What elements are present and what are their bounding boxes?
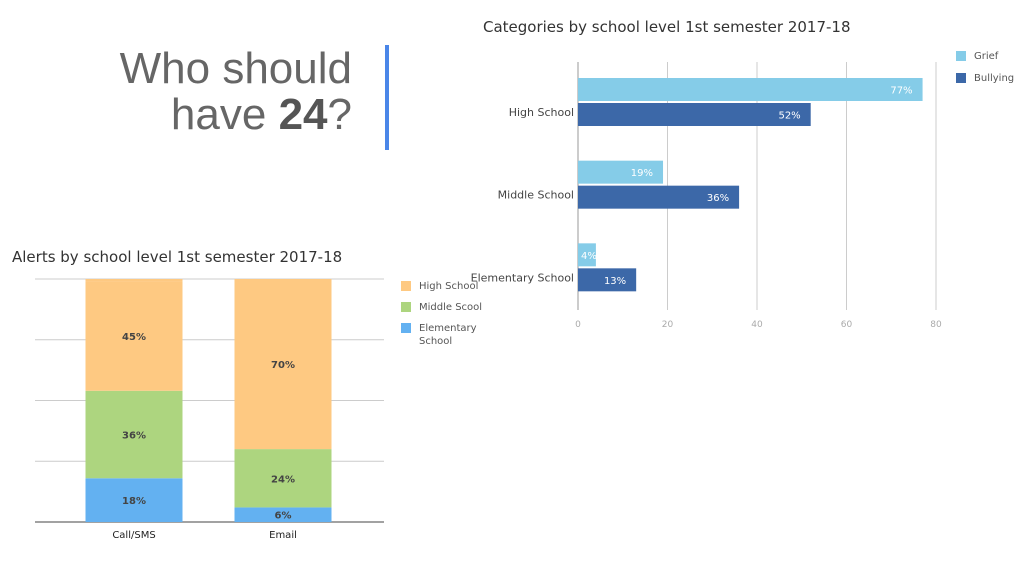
legend-label-elementary-school: Elementary School <box>419 323 477 347</box>
stacked-data-label-middle-scool-call-sms: 36% <box>122 431 146 442</box>
headline-line-2: have 24? <box>60 92 352 138</box>
stacked-segment-middle-scool-call-sms <box>85 390 183 479</box>
hbar-bar-bullying-middle-school <box>578 185 740 209</box>
hbar-bar-grief-middle-school <box>578 160 664 184</box>
stacked-data-label-middle-scool-email: 24% <box>271 474 295 485</box>
hbar-x-tick-label: 40 <box>751 320 763 330</box>
hbar-legend: Grief Bullying <box>956 50 1014 94</box>
legend-item-bullying: Bullying <box>956 72 1014 94</box>
legend-swatch-middle-school <box>401 302 411 312</box>
headline-number: 24 <box>278 90 328 139</box>
stacked-data-label-high-school-call-sms: 45% <box>122 332 146 343</box>
legend-swatch-bullying <box>956 73 966 83</box>
headline: Who should have 24? <box>60 46 352 138</box>
legend-item-elementary-school: Elementary School <box>401 322 491 348</box>
legend-label-high-school: High School <box>419 281 479 292</box>
hbar-x-tick-label: 0 <box>575 320 581 330</box>
hbar-category-label-high-school: High School <box>509 106 574 119</box>
stacked-data-label-elementary-school-email: 6% <box>275 511 292 522</box>
legend-swatch-high-school <box>401 281 411 291</box>
legend-label-middle-school: Middle Scool <box>419 302 483 313</box>
headline-prefix: have <box>170 90 279 139</box>
stacked-segment-high-school-call-sms <box>85 281 183 391</box>
hbar-data-label-bullying-high-school: 52% <box>778 111 800 122</box>
stacked-segment-elementary-school-call-sms <box>85 478 183 522</box>
legend-item-high-school: High School <box>401 280 491 293</box>
headline-suffix: ? <box>327 90 352 139</box>
hbar-data-label-grief-high-school: 77% <box>890 86 912 97</box>
stacked-segment-fill-call-sms <box>85 279 183 282</box>
stacked-data-label-high-school-email: 70% <box>271 360 295 371</box>
accent-divider <box>385 45 389 150</box>
hbar-bar-grief-elementary-school <box>578 243 596 267</box>
hbar-data-label-bullying-elementary-school: 13% <box>604 276 626 287</box>
stacked-data-label-elementary-school-call-sms: 18% <box>122 496 146 507</box>
legend-swatch-elementary-school <box>401 323 411 333</box>
stacked-legend: High School Middle Scool Elementary Scho… <box>401 280 491 356</box>
hbar-x-tick-label: 80 <box>930 320 942 330</box>
hbar-data-label-bullying-middle-school: 36% <box>707 193 729 204</box>
stacked-segment-high-school-email <box>234 279 332 450</box>
legend-swatch-grief <box>956 51 966 61</box>
legend-item-middle-school: Middle Scool <box>401 301 491 314</box>
hbar-bar-bullying-elementary-school <box>578 268 637 292</box>
hbar-bar-bullying-high-school <box>578 103 811 126</box>
hbar-category-label-middle-school: Middle School <box>498 189 574 202</box>
stacked-chart-title: Alerts by school level 1st semester 2017… <box>12 248 343 266</box>
stacked-segment-middle-scool-email <box>234 449 332 508</box>
hbar-x-tick-label: 60 <box>841 320 853 330</box>
hbar-data-label-grief-middle-school: 19% <box>631 168 653 179</box>
legend-label-grief: Grief <box>974 51 999 62</box>
headline-line-1: Who should <box>119 44 352 93</box>
stacked-category-label-call-sms: Call/SMS <box>112 530 155 541</box>
hbar-chart-title: Categories by school level 1st semester … <box>483 18 851 36</box>
legend-item-grief: Grief <box>956 50 1014 72</box>
hbar-data-label-grief-elementary-school: 4% <box>581 251 597 262</box>
hbar-bar-grief-high-school <box>578 78 923 101</box>
hbar-x-tick-label: 20 <box>662 320 674 330</box>
stacked-segment-elementary-school-email <box>234 507 332 522</box>
stacked-category-label-email: Email <box>269 530 297 541</box>
legend-label-bullying: Bullying <box>974 73 1015 84</box>
